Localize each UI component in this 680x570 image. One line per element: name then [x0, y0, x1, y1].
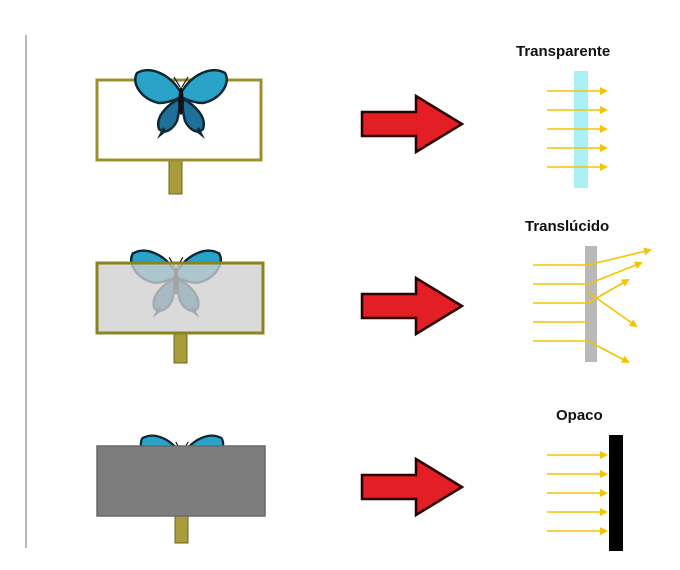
translucent-ray-diagram: [533, 246, 652, 363]
label-translucent: Translúcido: [525, 218, 610, 235]
scattered-ray: [587, 247, 652, 266]
billboard-panel: [96, 445, 266, 517]
scattered-ray: [587, 261, 643, 285]
red-arrow: [360, 276, 464, 336]
billboard-frame: [95, 261, 265, 335]
opaque-ray-diagram: [547, 435, 623, 551]
translucent-billboard: [95, 249, 265, 364]
label-opaque: Opaco: [556, 407, 603, 424]
red-arrow: [360, 457, 464, 517]
transparent-billboard: [95, 68, 263, 195]
transparent-ray-diagram: [547, 71, 608, 188]
opaque-billboard: [96, 434, 266, 544]
billboard-post: [168, 159, 183, 195]
billboard-post: [174, 514, 189, 544]
translucent-slab: [585, 246, 597, 362]
scattered-ray: [587, 279, 630, 304]
billboard-post: [173, 332, 188, 364]
opaque-slab: [609, 435, 623, 551]
red-arrow: [360, 94, 464, 154]
scattered-ray: [587, 340, 630, 363]
scattered-ray: [587, 291, 638, 328]
label-transparent: Transparente: [516, 43, 611, 60]
